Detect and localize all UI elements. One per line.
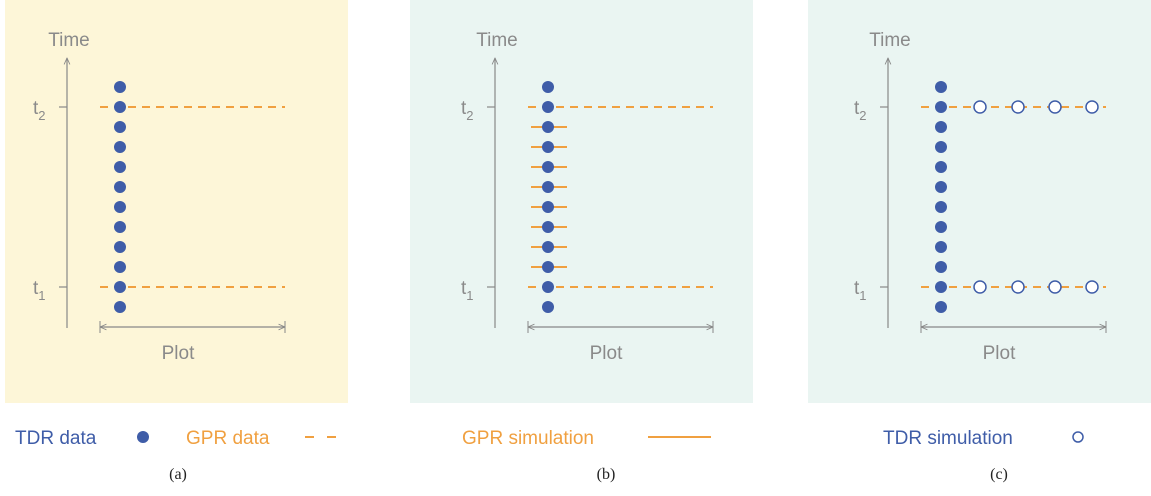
tdr-sim-circle <box>973 280 987 294</box>
tdr-dot <box>114 201 126 213</box>
tdr-dot <box>542 281 554 293</box>
tdr-dot <box>935 121 947 133</box>
panel-background <box>808 0 1151 403</box>
caption: (a) <box>169 466 187 483</box>
time-label-sub: 2 <box>859 108 866 123</box>
time-label: t1 <box>461 278 474 303</box>
legend-label: GPR data <box>186 428 270 449</box>
time-label: t1 <box>33 278 46 303</box>
tdr-dot <box>114 241 126 253</box>
tdr-dot <box>114 161 126 173</box>
tdr-dot <box>114 141 126 153</box>
tdr-dot <box>935 141 947 153</box>
time-label-sub: 1 <box>466 288 473 303</box>
time-label-sub: 1 <box>859 288 866 303</box>
time-label-sub: 2 <box>466 108 473 123</box>
time-label-base: t <box>33 98 39 119</box>
tdr-dot <box>114 121 126 133</box>
tdr-sim-circle <box>1085 100 1099 114</box>
tdr-dot <box>114 261 126 273</box>
tdr-dot <box>935 161 947 173</box>
time-label-base: t <box>461 98 467 119</box>
tdr-dot <box>542 101 554 113</box>
tdr-dot <box>542 141 554 153</box>
tdr-dot <box>542 241 554 253</box>
legend-dot <box>137 431 149 443</box>
caption: (c) <box>990 466 1008 483</box>
axis-label: Time <box>869 30 911 51</box>
time-label-base: t <box>854 98 860 119</box>
tdr-dot <box>935 81 947 93</box>
tdr-dot <box>542 261 554 273</box>
plot-label: Plot <box>590 343 623 364</box>
tdr-dot <box>114 81 126 93</box>
axis-label: Time <box>48 30 90 51</box>
tdr-sim-circle <box>1011 280 1025 294</box>
tdr-dot <box>542 181 554 193</box>
time-label-base: t <box>461 278 467 299</box>
time-label-base: t <box>854 278 860 299</box>
legend-label: TDR data <box>15 428 97 449</box>
tdr-dot <box>935 101 947 113</box>
tdr-dot <box>935 181 947 193</box>
tdr-dot <box>542 201 554 213</box>
tdr-dot <box>542 221 554 233</box>
legend-label: TDR simulation <box>883 428 1013 449</box>
tdr-dot <box>114 101 126 113</box>
time-label-sub: 2 <box>38 108 45 123</box>
legend-circle <box>1072 431 1084 443</box>
time-label: t2 <box>33 98 46 123</box>
legend-label: GPR simulation <box>462 428 594 449</box>
plot-label: Plot <box>983 343 1016 364</box>
time-label: t1 <box>854 278 867 303</box>
tdr-dot <box>935 281 947 293</box>
tdr-dot <box>935 201 947 213</box>
panel-background <box>410 0 753 403</box>
tdr-sim-circle <box>1011 100 1025 114</box>
tdr-dot <box>542 81 554 93</box>
panel-background <box>5 0 348 403</box>
tdr-dot <box>935 301 947 313</box>
time-label: t2 <box>854 98 867 123</box>
tdr-dot <box>114 181 126 193</box>
time-label: t2 <box>461 98 474 123</box>
tdr-sim-circle <box>973 100 987 114</box>
tdr-dot <box>114 281 126 293</box>
tdr-dot <box>542 301 554 313</box>
time-label-sub: 1 <box>38 288 45 303</box>
tdr-sim-circle <box>1048 280 1062 294</box>
tdr-dot <box>935 221 947 233</box>
tdr-dot <box>542 121 554 133</box>
tdr-dot <box>542 161 554 173</box>
tdr-dot <box>114 221 126 233</box>
tdr-sim-circle <box>1048 100 1062 114</box>
tdr-sim-circle <box>1085 280 1099 294</box>
tdr-dot <box>114 301 126 313</box>
time-label-base: t <box>33 278 39 299</box>
plot-label: Plot <box>162 343 195 364</box>
tdr-dot <box>935 261 947 273</box>
caption: (b) <box>597 466 616 483</box>
tdr-dot <box>935 241 947 253</box>
axis-label: Time <box>476 30 518 51</box>
